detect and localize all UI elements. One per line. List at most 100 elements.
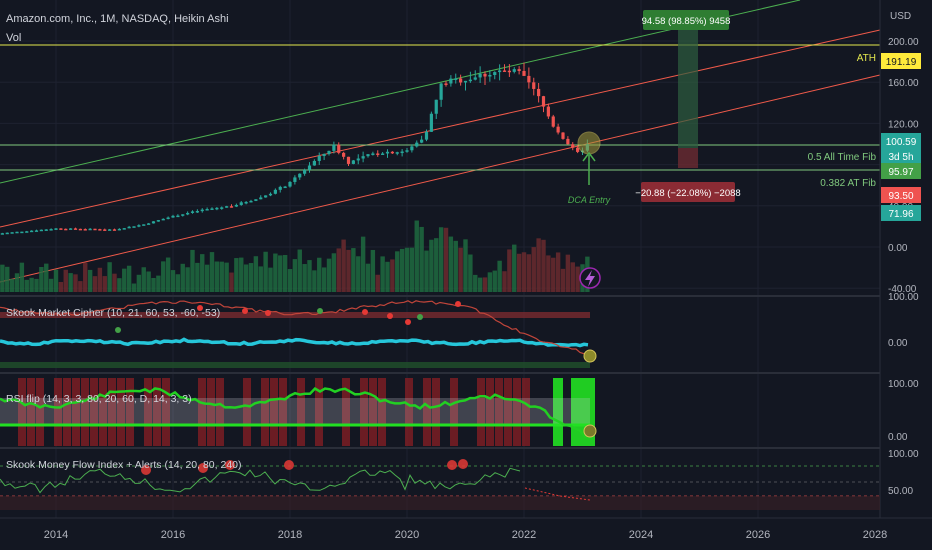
mfi-pane[interactable]: Skook Money Flow Index + Alerts (14, 20,…: [0, 459, 880, 510]
volume-bar: [414, 220, 419, 292]
rsi-tick-100: 100.00: [888, 379, 919, 390]
candle-body: [229, 206, 234, 208]
volume-bar: [253, 256, 259, 292]
rsi-band: [486, 378, 494, 446]
volume-bar: [424, 250, 429, 292]
volume-bar: [531, 247, 536, 292]
price-tick: 200.00: [888, 37, 919, 48]
loss-zone[interactable]: [678, 148, 698, 168]
candle-body: [210, 208, 214, 210]
candle-body: [278, 186, 282, 190]
rsi-band: [162, 378, 170, 446]
mfi-alert-dot: [458, 459, 468, 469]
time-label: 2022: [512, 529, 536, 541]
candle-body: [73, 228, 78, 230]
volume-bar: [44, 263, 49, 292]
candle-body: [356, 158, 360, 161]
candle-body: [147, 223, 151, 225]
volume-bar: [19, 262, 25, 292]
volume-bar: [536, 238, 541, 292]
candle-body: [546, 106, 550, 117]
svg-text:95.97: 95.97: [888, 167, 913, 178]
volume-bar: [438, 227, 444, 292]
mfi-tick-50: 50.00: [888, 486, 913, 497]
candle-body: [498, 70, 502, 73]
volume-bar: [555, 252, 561, 292]
volume-bar: [497, 260, 502, 292]
loss-box[interactable]: −20.88 (−22.08%) −2088: [635, 182, 741, 202]
volume-bar: [468, 254, 473, 292]
candle-body: [268, 193, 273, 196]
volume-bar: [239, 257, 244, 292]
volume-bar: [200, 254, 205, 292]
market-cipher-pane[interactable]: Skook Market Cipher (10, 21, 60, 53, -60…: [0, 300, 597, 368]
cipher-dot: [387, 313, 393, 319]
candle-body: [54, 228, 58, 230]
candle-body: [200, 209, 204, 212]
volume-bar: [141, 267, 146, 292]
volume-bar: [234, 258, 239, 292]
dca-entry-label: DCA Entry: [568, 195, 611, 205]
rsi-pane[interactable]: RSI flip (14, 3, 3, 80, 20, 60, D, 14, 3…: [0, 378, 597, 446]
fib-05-label: 0.5 All Time Fib: [808, 152, 877, 163]
time-axis[interactable]: 2014 2016 2018 2020 2022 2024 2026 2028: [44, 529, 887, 541]
candle-body: [502, 70, 507, 72]
target-box[interactable]: 94.58 (98.85%) 9458: [642, 10, 731, 30]
volume-bar: [507, 249, 512, 292]
cipher-dot: [362, 309, 368, 315]
volume-bar: [336, 248, 341, 292]
target-zone[interactable]: [678, 30, 698, 148]
volume-bar: [175, 274, 181, 292]
volume-bar: [512, 244, 517, 292]
candle-body: [25, 231, 29, 233]
candle-body: [83, 229, 87, 231]
price-badge: 95.97: [881, 163, 921, 179]
mfi-label: Skook Money Flow Index + Alerts (14, 20,…: [6, 459, 242, 471]
rsi-band: [495, 378, 503, 446]
channel-upper-line[interactable]: [0, 0, 801, 184]
rsi-band: [450, 378, 458, 446]
price-badges: 191.19 100.59 3d 5h 95.97 93.50 71.96: [881, 53, 921, 221]
volume-bar: [395, 251, 400, 292]
candle-body: [190, 211, 195, 213]
dca-entry-marker[interactable]: DCA Entry: [568, 131, 611, 205]
cipher-tick-100: 100.00: [888, 292, 919, 303]
cipher-label: Skook Market Cipher (10, 21, 60, 53, -60…: [6, 307, 220, 319]
volume-bar: [565, 254, 571, 292]
indicator-axis[interactable]: 100.00 0.00 100.00 0.00 100.00 50.00: [888, 292, 919, 497]
svg-text:93.50: 93.50: [888, 191, 913, 202]
volume-bar: [482, 277, 488, 292]
candle-body: [264, 195, 268, 198]
cipher-tick-0: 0.00: [888, 338, 908, 349]
rsi-band: [378, 378, 386, 446]
candle-body: [137, 225, 141, 227]
volume-bar: [0, 264, 5, 292]
volume-bar: [243, 264, 249, 292]
candle-body: [541, 96, 546, 107]
candle-body: [132, 226, 136, 228]
lightning-icon[interactable]: [579, 267, 601, 289]
volume-bar: [434, 238, 439, 292]
candle-body: [346, 156, 351, 164]
candle-body: [439, 83, 443, 100]
candle-body: [161, 218, 165, 221]
candle-body: [293, 177, 297, 182]
cipher-dot: [197, 305, 203, 311]
channel-lower-line[interactable]: [0, 74, 881, 283]
volume-bar: [317, 257, 322, 292]
volume-bar: [136, 274, 142, 292]
candle-body: [44, 229, 48, 231]
channel-mid-line[interactable]: [0, 29, 881, 228]
candle-body: [517, 69, 521, 71]
target-box-text: 94.58 (98.85%) 9458: [642, 16, 731, 27]
volume-bar: [273, 253, 278, 292]
candle-body: [327, 150, 331, 154]
volume-bar: [195, 262, 200, 292]
volume-bar: [312, 270, 317, 292]
candle-body: [244, 201, 248, 204]
volume-bar: [292, 259, 298, 292]
volume-bar: [356, 256, 361, 292]
candle-body: [10, 232, 14, 234]
volume-bar: [87, 269, 93, 292]
